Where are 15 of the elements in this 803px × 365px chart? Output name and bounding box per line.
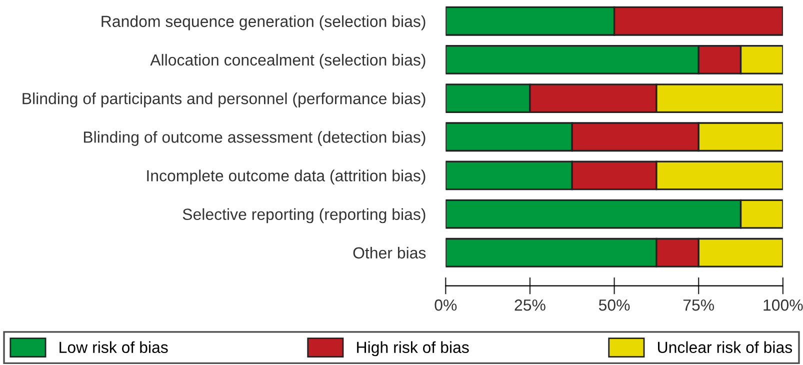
y-tick-label: Selective reporting (reporting bias) xyxy=(182,208,426,224)
legend-label: Unclear risk of bias xyxy=(658,341,792,354)
y-tick-label: Blinding of participants and personnel (performance bias) xyxy=(22,92,426,108)
y-tick-label: Allocation concealment (selection bias) xyxy=(150,54,426,69)
x-tick-label: 50% xyxy=(598,299,630,311)
x-tick-label: 75% xyxy=(683,300,714,311)
x-tick-label: 100% xyxy=(764,299,803,311)
x-tick-label: 0% xyxy=(434,299,457,311)
y-tick-label: Blinding of outcome assessment (detection bias) xyxy=(84,131,426,146)
y-tick-label: Random sequence generation (selection bias) xyxy=(102,15,426,30)
legend-label: High risk of bias xyxy=(357,341,469,356)
x-tick-label: 25% xyxy=(514,299,546,311)
y-tick-label: Other bias xyxy=(353,246,426,259)
y-tick-label: Incomplete outcome data (attrition bias) xyxy=(147,170,426,185)
legend-label: Low risk of bias xyxy=(60,341,168,354)
